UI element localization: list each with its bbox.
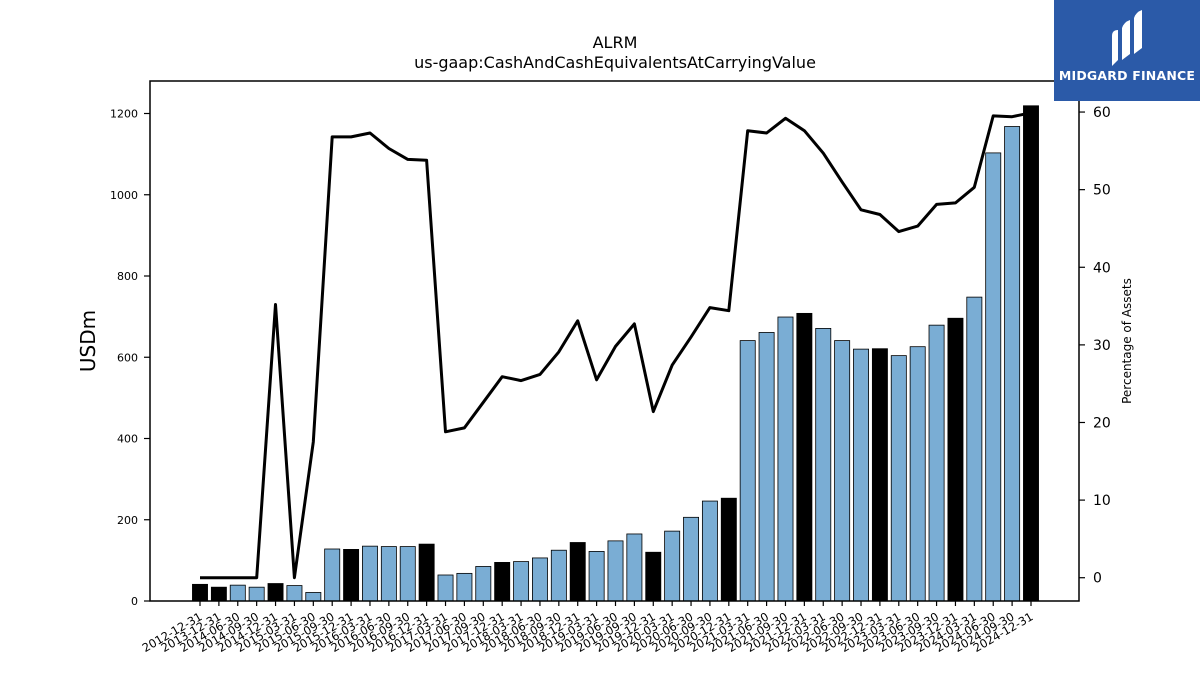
y2-tick-label: 20: [1093, 415, 1111, 431]
bar: [286, 585, 303, 602]
y-tick-label: 0: [131, 595, 138, 608]
bar: [305, 592, 322, 602]
y2-tick-label: 40: [1093, 260, 1111, 276]
bar: [909, 346, 926, 602]
bar: [437, 574, 454, 602]
bar: [664, 530, 681, 602]
bar: [758, 332, 775, 602]
y-tick-label: 1000: [110, 189, 138, 202]
bar: [834, 340, 851, 602]
bar: [1023, 105, 1039, 602]
bar: [626, 533, 643, 602]
plot-frame: [149, 80, 1080, 602]
brand-name: MIDGARD FINANCE: [1058, 68, 1196, 83]
bar: [928, 324, 945, 602]
bar: [229, 584, 246, 602]
bar: [796, 312, 813, 602]
bar: [1004, 126, 1021, 602]
bar: [192, 583, 208, 602]
bar: [701, 500, 718, 602]
y2-tick-label: 30: [1093, 338, 1111, 354]
bar: [890, 355, 907, 602]
bar: [588, 551, 605, 602]
bar: [777, 316, 794, 602]
bar: [569, 542, 586, 602]
y-tick-label: 400: [117, 433, 138, 446]
chart-title: ALRM: [593, 33, 638, 52]
bar: [475, 566, 492, 602]
bar: [683, 516, 699, 602]
x-axis: 2012-12-312013-12-312014-06-302014-09-30…: [140, 601, 1036, 655]
brand-logo: MIDGARD FINANCE: [1054, 0, 1200, 101]
bar: [815, 328, 832, 602]
bar: [985, 152, 1002, 602]
y2-axis: 0 10 20 30 40 50 60: [1079, 105, 1111, 587]
bar: [267, 583, 284, 602]
bar: [720, 497, 737, 602]
y2-axis-label: Percentage of Assets: [1120, 278, 1134, 404]
bar: [532, 557, 548, 602]
bar: [947, 317, 964, 602]
y-tick-label: 800: [117, 270, 138, 283]
bar: [418, 543, 435, 602]
bar: [853, 348, 869, 602]
bar: [456, 572, 473, 602]
y-tick-label: 200: [117, 514, 138, 527]
bar-series: [192, 105, 1039, 602]
y2-tick-label: 60: [1093, 105, 1111, 121]
bar: [380, 546, 397, 602]
percentage-line: [200, 111, 1032, 580]
bar: [362, 545, 378, 602]
bar: [739, 340, 756, 602]
y2-tick-label: 10: [1093, 493, 1111, 509]
bar: [513, 561, 530, 602]
bar: [248, 586, 265, 602]
chart-subtitle: us-gaap:CashAndCashEquivalentsAtCarrying…: [414, 53, 816, 72]
bar: [607, 540, 624, 602]
bar: [210, 586, 227, 602]
bar: [550, 549, 567, 602]
bar: [871, 348, 888, 602]
bar: [966, 296, 983, 602]
bar: [324, 548, 341, 602]
logo-mark-icon: [1112, 10, 1142, 66]
bar: [399, 546, 416, 602]
y2-tick-label: 0: [1093, 571, 1102, 587]
bar: [343, 549, 360, 602]
bar: [494, 562, 511, 602]
y2-tick-label: 50: [1093, 183, 1111, 199]
bar: [645, 551, 662, 602]
y-tick-label: 1200: [110, 108, 138, 121]
y-axis: 0 200 400 600 800 1000 1200: [110, 108, 150, 608]
y-tick-label: 600: [117, 351, 138, 364]
y-axis-label: USDm: [76, 310, 100, 372]
